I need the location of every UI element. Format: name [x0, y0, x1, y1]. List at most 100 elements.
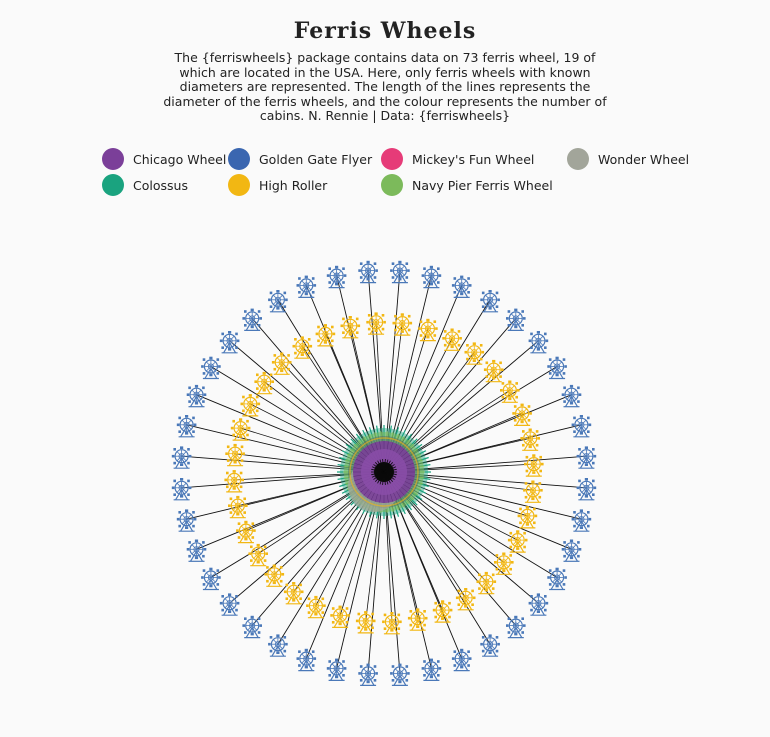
hub-center-spoke: [383, 459, 386, 473]
ferris-wheel-icon: [407, 607, 429, 631]
hub-center-spoke: [383, 471, 397, 478]
ferris-wheel-icon: [455, 587, 477, 611]
ferris-wheel-icon: [528, 592, 549, 616]
ferris-wheel-icon: [171, 445, 193, 469]
ferris-wheel-icon: [365, 311, 387, 335]
hub-center-spoke: [375, 462, 385, 473]
legend-label-high-roller: High Roller: [259, 177, 328, 193]
ferris-wheel-icon: [381, 611, 403, 635]
legend-swatch-colossus: [102, 174, 124, 196]
legend-label-golden-gate-flyer: Golden Gate Flyer: [259, 151, 373, 167]
hub-center-spoke: [383, 471, 393, 482]
legend-item-wonder-wheel: Wonder Wheel: [567, 147, 689, 171]
ferris-wheel-icon: [421, 658, 442, 682]
hub-center-spoke: [382, 471, 385, 485]
ferris-wheel-icon: [546, 567, 568, 591]
hub-center-spoke: [383, 471, 397, 476]
hub-center-spoke: [383, 460, 391, 473]
ferris-wheel-icon: [291, 335, 313, 359]
hub-center-spoke: [373, 464, 385, 473]
ferris-wheel-icon: [271, 351, 293, 375]
legend-item-high-roller: High Roller: [228, 173, 327, 197]
ferris-wheel-icon: [451, 648, 473, 672]
ferris-wheel-icon: [247, 543, 269, 567]
ferris-wheel-icon: [517, 505, 538, 529]
ferris-wheel-icon: [511, 403, 533, 426]
hub-center-spoke: [373, 471, 385, 480]
ferris-wheel-icon: [576, 477, 597, 501]
legend-swatch-chicago-wheel: [102, 148, 124, 170]
ferris-wheel-icon: [519, 427, 541, 451]
hub-center-spoke: [379, 459, 385, 473]
ferris-wheel-icon: [421, 265, 442, 289]
ferris-wheel-icon: [219, 330, 241, 354]
legend-item-chicago-wheel: Chicago Wheel: [102, 147, 226, 171]
ferris-wheel-icon: [200, 356, 222, 380]
ferris-wheel-icon: [186, 538, 207, 562]
hub-layer: [337, 425, 431, 519]
ferris-wheel-icon: [561, 538, 582, 562]
legend-item-colossus: Colossus: [102, 173, 188, 197]
ferris-wheel-icon: [200, 567, 222, 591]
legend-label-colossus: Colossus: [133, 177, 188, 193]
hub-ring-high-roller: [349, 437, 419, 507]
ferris-wheel-icon: [176, 508, 198, 532]
hub-center-spoke: [383, 471, 386, 485]
ferris-wheel-icon: [267, 289, 289, 313]
ferris-wheel-icon: [528, 330, 549, 354]
ferris-wheel-icon: [283, 581, 305, 605]
ferris-wheel-icon: [230, 417, 252, 441]
ferris-wheel-icon: [475, 571, 497, 595]
ferris-wheel-icon: [493, 551, 515, 575]
hub-center-spoke: [383, 462, 393, 473]
ferris-wheel-icon: [505, 308, 527, 331]
ferris-wheel-icon: [267, 633, 289, 657]
hub-center-spoke: [383, 468, 397, 473]
legend-item-golden-gate-flyer: Golden Gate Flyer: [228, 147, 372, 171]
legend-swatch-wonder-wheel: [567, 148, 589, 170]
ferris-wheel-icon: [253, 371, 275, 395]
legend-item-mickeys-fun-wheel: Mickey's Fun Wheel: [381, 147, 534, 171]
legend-label-navy-pier-ferris-wheel: Navy Pier Ferris Wheel: [412, 177, 553, 193]
ferris-wheel-icon: [522, 479, 544, 503]
chart-title: Ferris Wheels: [293, 18, 477, 44]
hub-center-spoke: [383, 459, 389, 473]
legend-label-chicago-wheel: Chicago Wheel: [133, 151, 227, 167]
ferris-wheel-icon: [295, 648, 317, 672]
ferris-wheel-icon: [561, 384, 582, 408]
ferris-wheel-icon: [227, 495, 249, 519]
legend-swatch-navy-pier-ferris-wheel: [381, 174, 403, 196]
hub-center-spoke: [371, 468, 385, 473]
hub-center-spoke: [383, 466, 397, 473]
hub-center-spoke: [379, 471, 385, 485]
ferris-wheel-icon: [523, 453, 545, 477]
hub-center-spoke: [383, 464, 395, 473]
chart-subtitle: The {ferriswheels} package contains data…: [163, 50, 607, 123]
hub-center-spoke: [371, 471, 385, 478]
ferris-wheel-icon: [432, 599, 453, 623]
hub-center-spoke: [377, 471, 385, 484]
ferris-wheel-icon: [241, 308, 263, 331]
ferris-wheel-icon: [186, 384, 207, 408]
ferris-wheel-icon: [263, 563, 285, 587]
hub-center-spoke: [371, 471, 385, 476]
ferris-wheel-icon: [357, 260, 379, 284]
hub-center-spoke: [383, 471, 389, 485]
ferris-wheel-icon: [326, 265, 347, 289]
ferris-wheel-icon: [295, 275, 317, 298]
ferris-wheel-icon: [505, 615, 527, 639]
ferris-wheel-icon: [483, 359, 505, 383]
ferris-wheel-icon: [235, 520, 257, 544]
ferris-wheel-icon: [479, 633, 501, 657]
ferris-wheel-icon: [171, 477, 193, 501]
ferris-wheel-icon: [451, 275, 473, 298]
ferris-wheel-icon: [389, 663, 411, 687]
hub-center-spoke: [382, 459, 385, 473]
ferris-wheel-icon: [315, 323, 336, 347]
ferris-wheel-icon: [417, 318, 439, 342]
ferris-wheel-icon: [339, 315, 361, 339]
ferris-wheel-icon: [355, 610, 377, 634]
legend-label-wonder-wheel: Wonder Wheel: [598, 151, 690, 167]
hub-center-spoke: [371, 466, 385, 473]
